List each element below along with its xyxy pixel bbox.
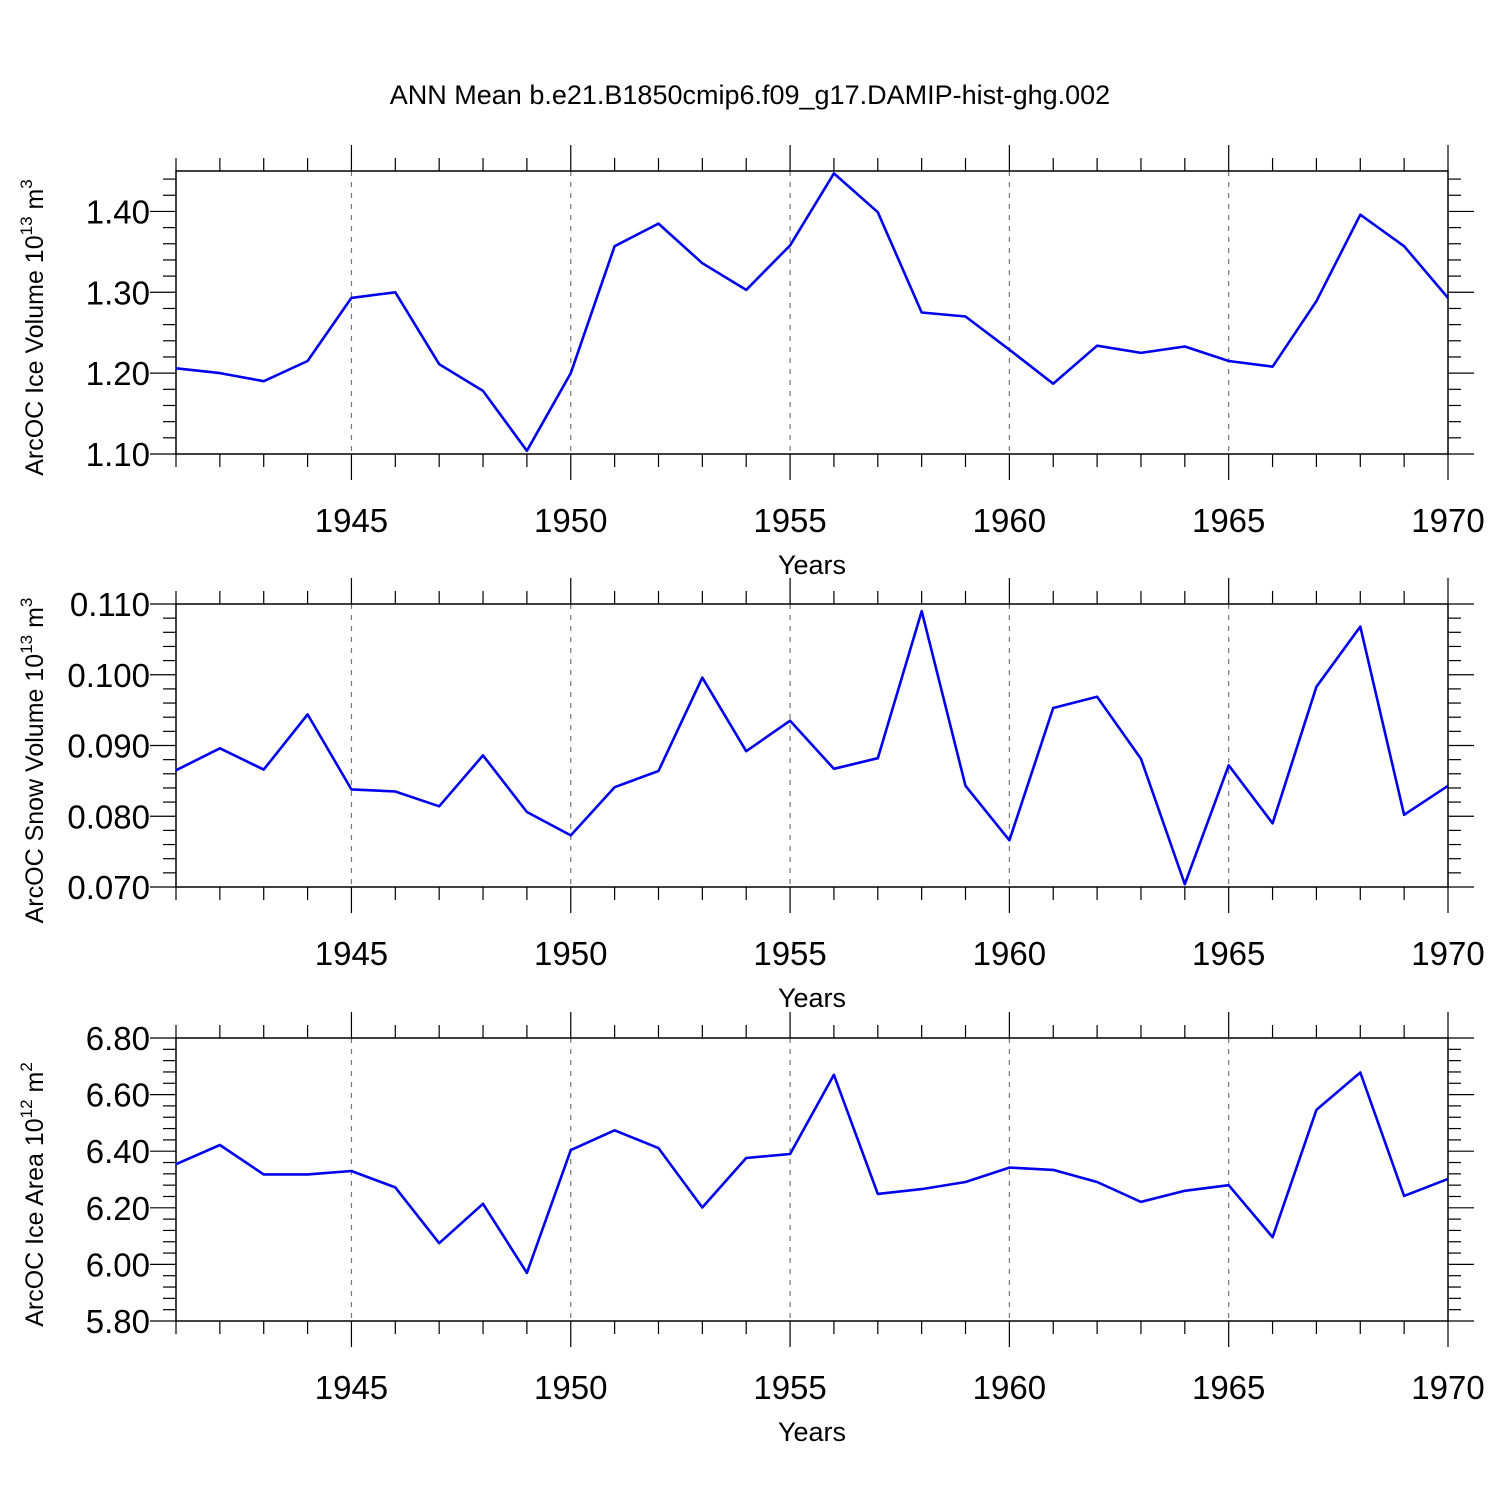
x-tick-label: 1955 — [753, 935, 826, 972]
x-tick-label: 1960 — [973, 1369, 1046, 1406]
y-axis-label-unit: m — [21, 189, 49, 217]
x-tick-label: 1960 — [973, 502, 1046, 539]
x-tick-label: 1945 — [315, 502, 388, 539]
y-tick-label: 6.20 — [86, 1190, 150, 1227]
x-tick-label: 1955 — [753, 502, 826, 539]
chart-panel-3: 5.80 6.00 6.20 6.40 6.60 6.80 1945 1950 1955 1960… — [17, 1012, 1485, 1447]
x-tick-label: 1950 — [534, 502, 607, 539]
y-tick-label: 5.80 — [86, 1303, 150, 1340]
x-tick-label: 1960 — [973, 935, 1046, 972]
y-axis-label-unit: m — [21, 1072, 49, 1100]
figure-title: ANN Mean b.e21.B1850cmip6.f09_g17.DAMIP-… — [390, 80, 1110, 110]
y-tick-label: 0.110 — [70, 586, 150, 623]
y-tick-label: 1.10 — [86, 436, 150, 473]
series-line — [175, 609, 1449, 886]
y-axis-label: ArcOC Ice Volume 1013 m3 — [17, 179, 49, 476]
x-axis-label: Years — [778, 550, 846, 580]
y-axis-label-exp: 13 — [17, 216, 36, 235]
x-axis-label: Years — [778, 983, 846, 1013]
chart-panel-2: 0.070 0.080 0.090 0.100 0.110 1945 1950 1955 196… — [17, 578, 1485, 1013]
y-tick-label: 0.080 — [67, 798, 150, 835]
y-axis-label-exp: 13 — [17, 635, 36, 654]
x-tick-label: 1950 — [534, 935, 607, 972]
plot-frame — [175, 1037, 1449, 1322]
y-tick-label: 0.100 — [67, 657, 150, 694]
x-tick-label: 1965 — [1192, 935, 1265, 972]
y-axis-label-main: ArcOC Ice Volume 10 — [21, 235, 49, 475]
chart-panel-1: 1.10 1.20 1.30 1.40 1945 1950 1955 1960 1965 1970… — [17, 145, 1485, 580]
x-axis-label: Years — [778, 1417, 846, 1447]
y-tick-label: 6.60 — [86, 1077, 150, 1114]
plot-frame — [175, 170, 1449, 455]
y-tick-label: 6.40 — [86, 1133, 150, 1170]
x-tick-label: 1950 — [534, 1369, 607, 1406]
y-tick-label: 1.30 — [86, 274, 150, 311]
x-tick-label: 1945 — [315, 1369, 388, 1406]
x-tick-label: 1965 — [1192, 502, 1265, 539]
y-axis-label-unit-exp: 3 — [17, 598, 36, 607]
y-tick-label: 0.070 — [67, 869, 150, 906]
x-tick-label: 1970 — [1411, 502, 1484, 539]
y-axis-label-unit-exp: 3 — [17, 179, 36, 188]
y-axis-label-unit-exp: 2 — [17, 1062, 36, 1071]
y-axis-label-exp: 12 — [17, 1099, 36, 1118]
y-axis-label: ArcOC Snow Volume 1013 m3 — [17, 598, 49, 924]
panels: 1.10 1.20 1.30 1.40 1945 1950 1955 1960 1965 1970… — [17, 145, 1485, 1447]
y-tick-label: 0.090 — [67, 728, 150, 765]
y-tick-label: 6.80 — [86, 1020, 150, 1057]
y-tick-label: 1.20 — [86, 355, 150, 392]
x-tick-label: 1955 — [753, 1369, 826, 1406]
y-axis-label-main: ArcOC Ice Area 10 — [21, 1118, 49, 1326]
x-tick-label: 1970 — [1411, 1369, 1484, 1406]
y-tick-label: 1.40 — [86, 193, 150, 230]
y-axis-label-main: ArcOC Snow Volume 10 — [21, 654, 49, 924]
series-line — [175, 1071, 1449, 1275]
y-axis-label-unit: m — [21, 607, 49, 635]
x-tick-label: 1965 — [1192, 1369, 1265, 1406]
y-tick-label: 6.00 — [86, 1246, 150, 1283]
x-tick-label: 1945 — [315, 935, 388, 972]
x-tick-label: 1970 — [1411, 935, 1484, 972]
series-line — [175, 172, 1449, 453]
y-axis-label: ArcOC Ice Area 1012 m2 — [17, 1062, 49, 1327]
